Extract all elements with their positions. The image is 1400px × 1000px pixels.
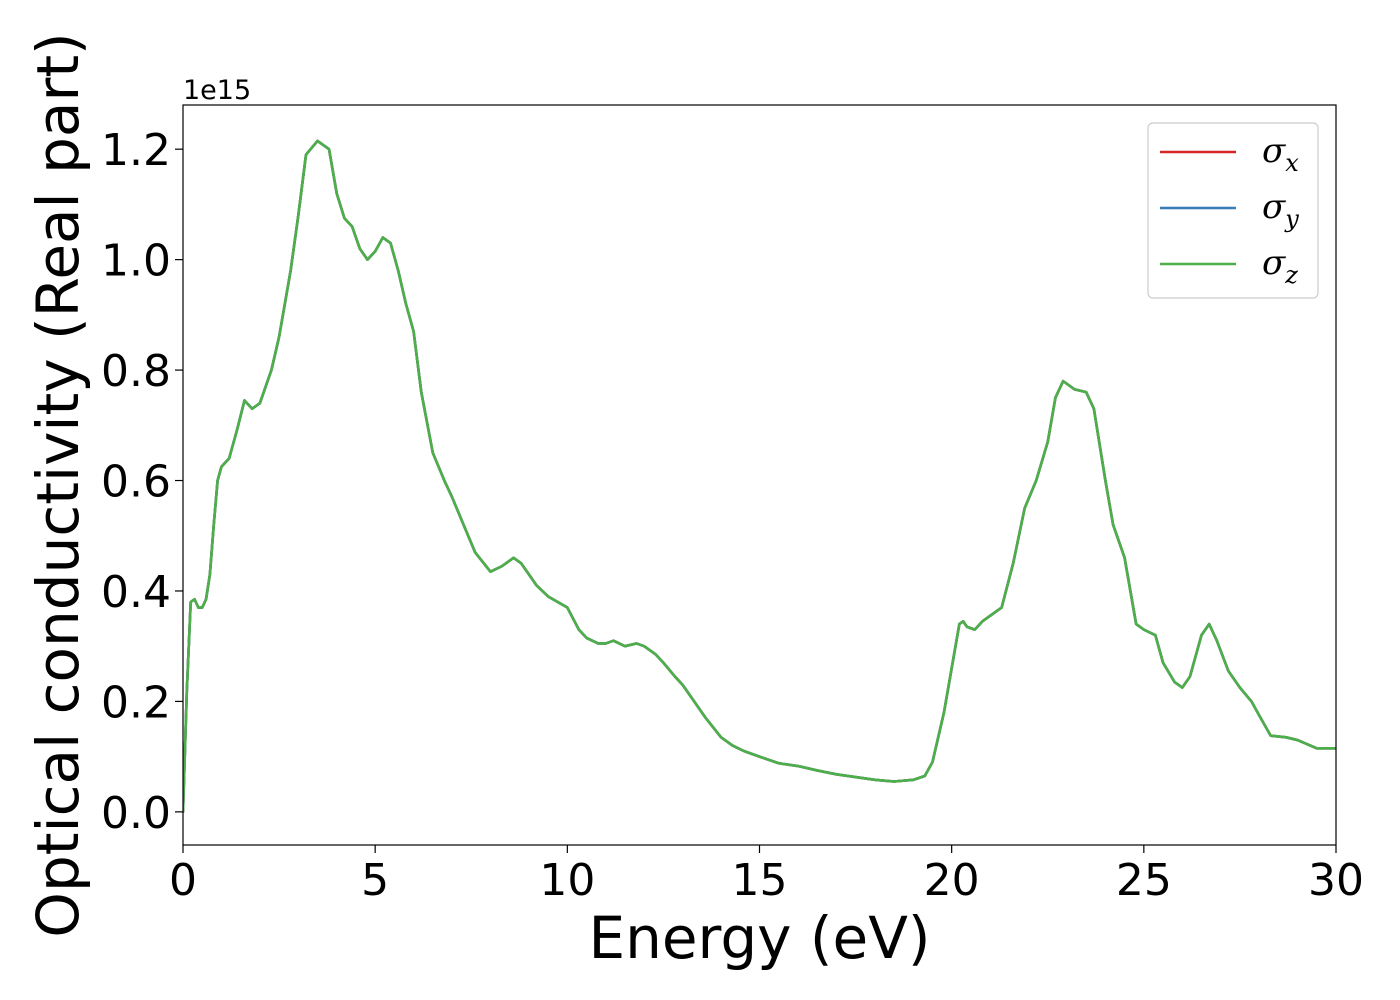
legend-symbol: σ — [1262, 187, 1286, 227]
x-tick-label: 15 — [732, 855, 788, 906]
legend-entry: σy — [1262, 187, 1299, 233]
y-offset-label: 1e15 — [183, 75, 251, 106]
x-tick-label: 0 — [169, 855, 197, 906]
series-line-z — [183, 139, 1336, 814]
x-axis-label: Energy (eV) — [588, 904, 930, 972]
legend-symbol: σ — [1262, 131, 1286, 171]
x-tick-label: 10 — [539, 855, 595, 906]
legend-subscript: y — [1284, 205, 1299, 233]
x-tick-label: 5 — [361, 855, 389, 906]
y-tick-label: 0.8 — [101, 346, 171, 397]
x-tick-label: 25 — [1116, 855, 1172, 906]
x-axis-ticks: 0 5 10 15 20 25 30 — [169, 845, 1364, 906]
legend-box — [1147, 122, 1319, 299]
y-tick-label: 0.0 — [101, 788, 171, 839]
legend-entry: σx — [1262, 131, 1299, 177]
legend-subscript: x — [1285, 149, 1299, 177]
y-axis-label: Optical conductivity (Real part) — [24, 32, 92, 937]
y-tick-label: 1.2 — [101, 125, 171, 176]
legend-symbol: σ — [1262, 243, 1286, 283]
x-tick-label: 30 — [1308, 855, 1364, 906]
y-tick-label: 0.4 — [101, 567, 171, 618]
legend-entry: σz — [1262, 243, 1298, 289]
legend-subscript: z — [1284, 261, 1298, 289]
y-tick-label: 0.2 — [101, 677, 171, 728]
y-axis-ticks: 0.0 0.2 0.4 0.6 0.8 1.0 1.2 — [101, 125, 183, 839]
y-tick-label: 1.0 — [101, 236, 171, 287]
x-tick-label: 20 — [924, 855, 980, 906]
series-layer — [183, 139, 1336, 814]
y-tick-label: 0.6 — [101, 457, 171, 508]
